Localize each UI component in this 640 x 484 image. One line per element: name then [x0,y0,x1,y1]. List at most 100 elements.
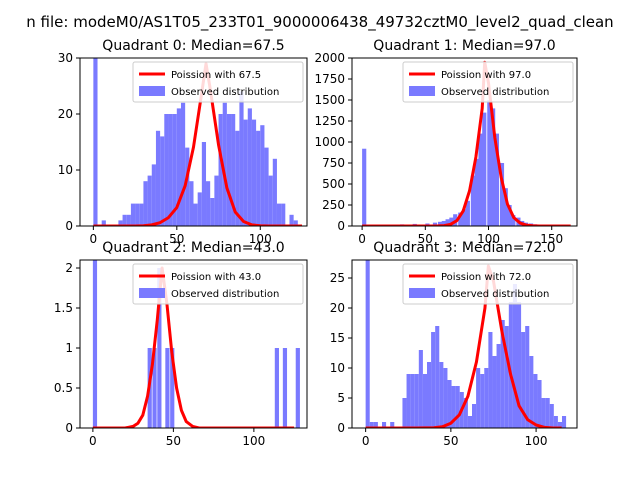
histogram-bar [423,374,427,428]
histogram-bar [402,398,406,428]
histogram-bar [407,374,411,428]
histogram-bar [194,204,198,226]
x-tick-label: 100 [242,434,265,448]
histogram-bar [415,374,419,428]
histogram-bar [427,362,431,428]
histogram-bar [468,416,472,428]
histogram-bar [165,348,169,428]
legend-bar-swatch [409,288,435,298]
histogram-bar [537,380,541,428]
x-tick-label: 50 [443,434,458,448]
y-tick-label: 10 [330,361,345,375]
histogram-bar [562,416,566,428]
histogram-bar [127,215,131,226]
y-tick-label: 0 [337,421,345,435]
histogram-bar [431,332,435,428]
subplot-title: Quadrant 3: Median=72.0 [373,240,555,256]
histogram-bar [554,416,558,428]
legend-label-histogram: Observed distribution [441,87,549,98]
histogram-bar [210,198,214,226]
histogram-bar [198,192,202,226]
histogram-bar [362,149,366,226]
y-tick-label: 1000 [314,135,345,149]
y-tick-label: 2 [65,261,73,275]
legend-label-curve: Poission with 97.0 [441,70,531,81]
histogram-bar [542,398,546,428]
histogram-bar [289,215,293,226]
subplot-title: Quadrant 2: Median=43.0 [102,240,284,256]
histogram-bar [248,108,252,226]
histogram-bar [435,326,439,428]
histogram-bar [487,100,491,226]
x-tick-label: 50 [166,434,181,448]
histogram-bar [366,260,370,428]
y-tick-label: 1750 [314,72,345,86]
y-tick-label: 0.5 [54,381,73,395]
histogram-bar [533,374,537,428]
y-tick-label: 20 [58,107,73,121]
histogram-bar [181,103,185,226]
y-tick-label: 0 [65,421,73,435]
histogram-bar [93,58,97,226]
y-tick-label: 250 [322,198,345,212]
histogram-bar [168,114,172,226]
histogram-bar [456,386,460,428]
histogram-bar [131,204,135,226]
histogram-bar [244,120,248,226]
histogram-bar [252,120,256,226]
histogram-bar [143,181,147,226]
y-tick-label: 30 [58,51,73,65]
histogram-bar [513,284,517,428]
legend-label-histogram: Observed distribution [171,289,279,300]
histogram-bar [439,362,443,428]
histogram-bar [260,125,264,226]
legend-label-curve: Poission with 67.5 [171,70,261,81]
histogram-bar [478,134,482,226]
histogram-bar [482,113,486,226]
legend-bar-swatch [409,86,435,96]
x-tick-label: 100 [525,434,548,448]
y-tick-label: 1.5 [54,301,73,315]
histogram-bar [546,398,550,428]
histogram-bar [529,356,533,428]
x-tick-label: 0 [358,232,366,246]
histogram-bar [447,380,451,428]
subplot-title: Quadrant 0: Median=67.5 [102,38,284,54]
legend-bar-swatch [139,288,165,298]
x-tick-label: 0 [89,434,97,448]
histogram-bar [497,344,501,428]
histogram-bar [283,348,287,428]
histogram-bar [419,350,423,428]
y-tick-label: 15 [330,331,345,345]
y-tick-label: 25 [330,271,345,285]
histogram-bar [275,348,279,428]
legend: Poission with 97.0 Observed distribution [403,62,573,102]
histogram-bar [476,368,480,428]
histogram-bar [227,114,231,226]
figure-suptitle: n file: modeM0/AS1T05_233T01_9000006438_… [26,13,613,32]
histogram-bar [148,176,152,226]
histogram-bar [239,92,243,226]
histogram-bar [488,332,492,428]
histogram-bar [480,374,484,428]
subplot-title: Quadrant 1: Median=97.0 [373,38,555,54]
histogram-bar [281,204,285,226]
y-tick-label: 10 [58,163,73,177]
y-tick-label: 0 [65,219,73,233]
histogram-bar [93,260,97,428]
histogram-bar [202,142,206,226]
legend-label-curve: Poission with 72.0 [441,272,531,283]
histogram-bar [443,368,447,428]
histogram-bar [550,404,554,428]
histogram-bar [206,181,210,226]
histogram-bar [484,368,488,428]
histogram-bar [135,204,139,226]
